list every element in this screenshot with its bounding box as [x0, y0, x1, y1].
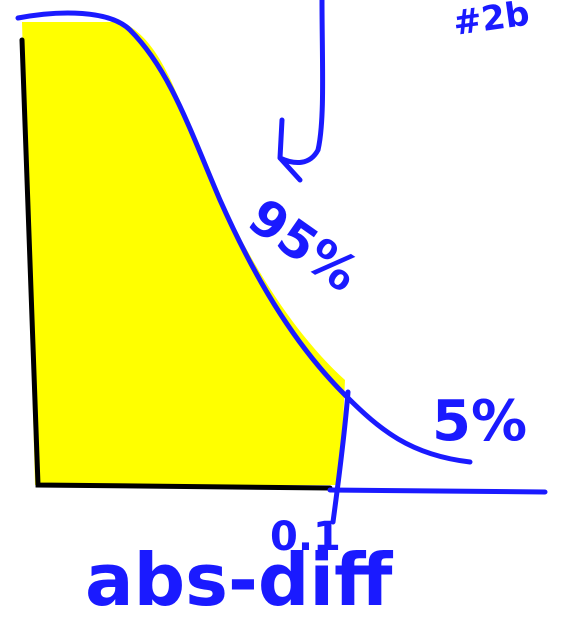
x-axis-extension [327, 487, 548, 495]
arrow [277, 0, 326, 183]
density-curve [15, 10, 473, 465]
tail-label: 5% [432, 389, 527, 454]
threshold-line [330, 389, 351, 525]
threshold-label: 0.1 [270, 514, 341, 560]
shaded-area [22, 22, 345, 485]
axes [19, 37, 333, 491]
axis-label: abs-diff [85, 538, 393, 617]
